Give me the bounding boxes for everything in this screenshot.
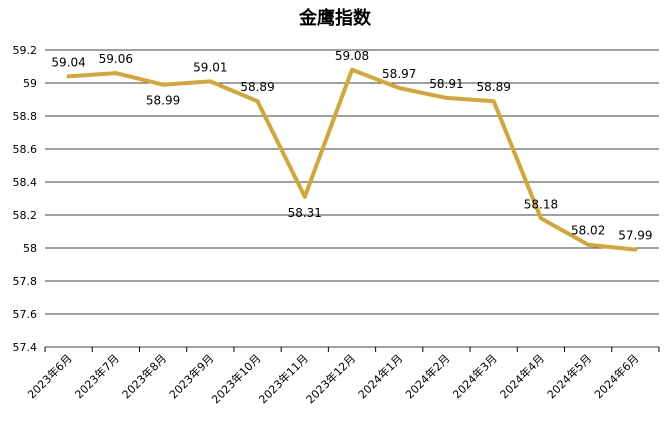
data-label: 58.02 — [571, 224, 605, 238]
y-tick-label: 57.6 — [13, 308, 38, 321]
gridlines — [45, 49, 659, 348]
data-label: 58.18 — [524, 197, 558, 211]
y-tick-label: 57.8 — [13, 275, 38, 288]
x-tick-label: 2023年11月 — [256, 351, 311, 406]
y-tick-label: 59.2 — [13, 44, 38, 57]
data-label: 58.31 — [288, 206, 322, 220]
y-tick-label: 58.6 — [13, 143, 38, 156]
data-labels: 59.04 59.06 58.99 59.01 58.89 58.31 59.08 58.97… — [51, 49, 652, 243]
data-label: 58.89 — [240, 80, 274, 94]
y-tick-label: 58 — [23, 242, 37, 255]
x-tick-label: 2023年8月 — [119, 351, 169, 401]
data-label: 58.89 — [477, 80, 511, 94]
x-tick-label: 2023年6月 — [25, 351, 75, 401]
y-axis-ticks: 57.4 57.6 57.8 58 58.2 58.4 58.6 58.8 59 59.2 — [13, 44, 38, 354]
x-tick-label: 2023年9月 — [166, 351, 216, 401]
x-tick-label: 2023年7月 — [72, 351, 122, 401]
x-tick-label: 2024年1月 — [355, 351, 405, 401]
x-tick-label: 2024年3月 — [450, 351, 500, 401]
x-axis-ticks: 2023年6月2023年7月2023年8月2023年9月2023年10月2023… — [25, 347, 660, 406]
data-label: 59.06 — [99, 52, 133, 66]
y-tick-label: 57.4 — [13, 341, 38, 354]
data-label: 59.08 — [335, 49, 369, 63]
x-tick-label: 2024年5月 — [544, 351, 594, 401]
x-tick-label: 2023年10月 — [209, 351, 264, 406]
chart-title: 金鹰指数 — [298, 7, 372, 29]
x-tick-label: 2024年6月 — [591, 351, 641, 401]
x-tick-label: 2023年12月 — [303, 351, 358, 406]
x-tick-label: 2024年2月 — [402, 351, 452, 401]
data-label: 58.91 — [429, 77, 463, 91]
series-line — [66, 67, 638, 252]
y-tick-label: 58.2 — [13, 209, 38, 222]
data-label: 59.04 — [51, 55, 85, 69]
y-tick-label: 58.4 — [13, 176, 38, 189]
data-label: 58.97 — [382, 67, 416, 81]
data-label: 57.99 — [618, 229, 652, 243]
x-tick-label: 2024年4月 — [497, 351, 547, 401]
y-tick-label: 59 — [23, 77, 37, 90]
data-label: 58.99 — [146, 94, 180, 108]
series-layer — [66, 67, 638, 252]
y-tick-label: 58.8 — [13, 110, 38, 123]
data-label: 59.01 — [193, 60, 227, 74]
